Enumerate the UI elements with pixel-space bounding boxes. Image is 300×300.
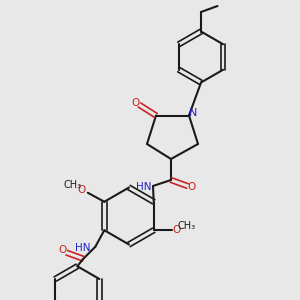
Text: O: O: [172, 225, 180, 235]
Text: CH₃: CH₃: [64, 180, 82, 190]
Text: O: O: [58, 245, 66, 255]
Text: O: O: [188, 182, 196, 193]
Text: O: O: [132, 98, 140, 108]
Text: N: N: [189, 107, 198, 118]
Text: HN: HN: [75, 243, 91, 253]
Text: HN: HN: [136, 182, 152, 193]
Text: CH₃: CH₃: [178, 221, 196, 231]
Text: O: O: [78, 185, 86, 195]
